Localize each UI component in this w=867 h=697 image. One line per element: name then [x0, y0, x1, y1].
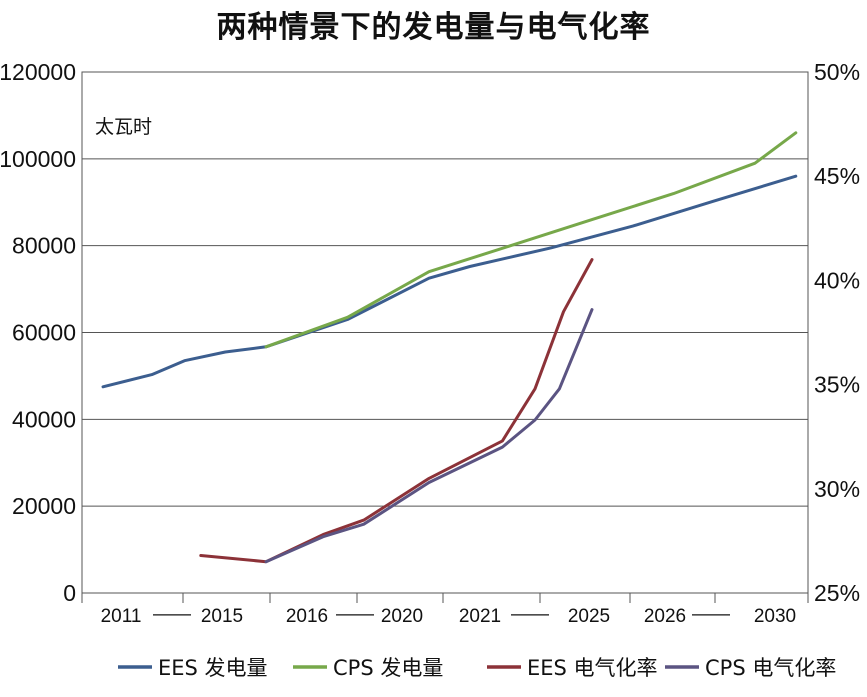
x-category-label: 2021: [459, 606, 501, 627]
legend-label: CPS 电气化率: [705, 656, 836, 680]
series-line: [264, 308, 594, 564]
x-axis-categories: 2011 2015 2016 2020 2021 2025 2026 2030 —— —— —— ——: [101, 604, 797, 627]
chart-title: 两种情景下的发电量与电气化率: [216, 10, 651, 45]
x-category-separator: ——: [692, 604, 730, 625]
y-left-tick-label: 0: [63, 580, 76, 606]
y-right-tick-label: 40%: [814, 267, 860, 293]
y-left-tick-label: 120000: [0, 59, 76, 85]
y-left-tick-label: 80000: [12, 233, 76, 259]
x-category-label: 2015: [201, 606, 243, 627]
legend-label: EES 电气化率: [527, 656, 658, 680]
gridlines: [82, 158, 808, 507]
x-category-label: 2026: [644, 606, 686, 627]
y-right-tick-label: 50%: [814, 59, 860, 85]
left-axis-ticks: 0 20000 40000 60000 80000 100000 120000: [0, 59, 76, 606]
right-axis-ticks: 25% 30% 35% 40% 45% 50%: [814, 59, 860, 606]
y-left-tick-label: 20000: [12, 493, 76, 519]
x-category-separator: ——: [511, 604, 549, 625]
unit-label: 太瓦时: [95, 116, 152, 138]
y-right-tick-label: 45%: [814, 163, 860, 189]
y-right-tick-label: 30%: [814, 476, 860, 502]
x-category-separator: ——: [336, 604, 374, 625]
series-line: [101, 174, 798, 389]
x-category-separator: ——: [153, 604, 191, 625]
y-left-tick-label: 40000: [12, 406, 76, 432]
y-left-tick-label: 60000: [12, 320, 76, 346]
x-category-label: 2016: [286, 606, 328, 627]
y-right-tick-label: 25%: [814, 580, 860, 606]
legend-label: EES 发电量: [158, 656, 268, 680]
x-category-label: 2030: [754, 606, 796, 627]
axes: [81, 71, 809, 603]
x-category-label: 2011: [101, 606, 142, 627]
x-category-label: 2020: [381, 606, 423, 627]
series-lines: [101, 131, 798, 564]
series-line: [264, 131, 798, 349]
legend-label: CPS 发电量: [333, 656, 443, 680]
y-right-tick-label: 35%: [814, 372, 860, 398]
x-category-label: 2025: [568, 606, 610, 627]
legend: EES 发电量 CPS 发电量 EES 电气化率 CPS 电气化率: [118, 656, 836, 680]
y-left-tick-label: 100000: [0, 146, 76, 172]
series-line: [199, 258, 594, 564]
plot-frame: [81, 71, 809, 594]
